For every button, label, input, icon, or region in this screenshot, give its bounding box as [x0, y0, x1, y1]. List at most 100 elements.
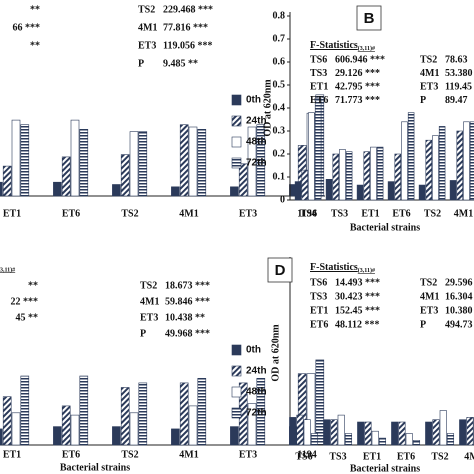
stats-value: 18.673 *** — [165, 280, 210, 291]
y-tick-label: 0.6 — [273, 56, 286, 67]
x-tick-label: 1194 — [297, 208, 316, 219]
stats-name: TS2 — [140, 280, 157, 291]
bar — [449, 180, 457, 201]
bar — [439, 410, 447, 446]
bar — [344, 433, 353, 446]
bar — [120, 154, 130, 197]
stats-fragment: 45 ** — [16, 312, 39, 323]
bar — [138, 382, 148, 446]
stats-name: P — [138, 58, 144, 69]
bar — [61, 156, 71, 197]
stats-name: TS6 — [310, 277, 327, 288]
bar — [364, 421, 372, 446]
x-tick-label: 4M1 — [454, 208, 473, 219]
bar — [197, 377, 207, 446]
stats-value: 606.946 *** — [335, 54, 385, 65]
stats-title-text: F-Statistics — [310, 262, 358, 273]
legend-text: 72th — [246, 408, 267, 419]
stats-name: 4M1 — [140, 296, 159, 307]
stats-title: F-Statistics(3,11)# — [310, 40, 375, 52]
stats-title: F-Statistics(3,11)# — [310, 262, 375, 274]
stats-value: 10.380 — [445, 305, 473, 316]
x-tick-label: TS2 — [121, 208, 138, 219]
legend-swatch — [231, 344, 242, 356]
y-axis-label: OD at 620nm — [270, 324, 281, 382]
bar — [179, 124, 189, 197]
legend-text: 0th — [246, 95, 261, 106]
bar — [0, 181, 3, 197]
x-axis-label: Bacterial strains — [350, 463, 420, 474]
bar — [356, 184, 364, 201]
stats-fragment: 66 *** — [13, 22, 41, 33]
stats-value: 10.438 ** — [165, 312, 205, 323]
bar — [371, 430, 379, 446]
legend-swatch — [231, 407, 242, 419]
stats-value: 29.126 *** — [335, 68, 380, 79]
stats-name: ET6 — [310, 319, 328, 330]
stats-value: 152.45 *** — [335, 305, 380, 316]
x-tick-label: TS3 — [331, 208, 348, 219]
bar — [188, 126, 198, 197]
legend-swatch — [231, 365, 242, 377]
x-tick-label: TS6 — [295, 451, 312, 462]
bar — [345, 151, 353, 201]
bar — [53, 426, 62, 446]
x-tick-label: 1194 — [297, 449, 316, 460]
y-tick-label: 0.3 — [273, 125, 286, 136]
bar — [197, 129, 207, 197]
y-tick-label: 0.5 — [273, 79, 286, 90]
x-tick-label: ET3 — [239, 208, 257, 219]
stats-value: 229.468 *** — [163, 4, 213, 15]
stats-value: 48.112 *** — [335, 319, 379, 330]
x-tick-label: TS2 — [424, 208, 441, 219]
stats-value: 77.816 *** — [163, 22, 208, 33]
legend-swatch — [231, 157, 242, 169]
bar — [256, 124, 266, 197]
panel-letter-box — [356, 5, 382, 31]
y-tick-label: 0.1 — [273, 171, 286, 182]
legend-text: 24th — [246, 116, 267, 127]
x-tick-label: ET1 — [363, 451, 381, 462]
x-axis-label: Bacterial strains — [60, 462, 130, 473]
bar — [230, 186, 239, 197]
bar — [315, 359, 325, 446]
bar — [363, 151, 370, 201]
stats-value: 119.45 — [445, 81, 472, 92]
bar — [70, 414, 80, 446]
bar — [2, 165, 12, 197]
bar — [112, 426, 121, 446]
bar — [11, 412, 21, 446]
bar — [446, 433, 455, 446]
panel-letter: D — [275, 262, 286, 279]
bar — [289, 417, 297, 446]
bar — [230, 426, 239, 446]
bar — [469, 121, 474, 201]
stats-name: TS2 — [420, 277, 437, 288]
panel-letter-box — [267, 257, 293, 283]
bar — [247, 403, 257, 446]
x-axis-label: Bacterial strains — [350, 222, 420, 233]
bar — [438, 126, 446, 201]
legend-swatch — [231, 94, 242, 106]
stats-value: 16.304 — [445, 291, 473, 302]
bar — [370, 146, 377, 201]
y-axis-label: OD at 620nm — [262, 79, 273, 137]
y-tick-label: 0.2 — [273, 148, 286, 159]
stats-value: 29.596 — [445, 277, 473, 288]
bar — [418, 184, 426, 201]
bar — [332, 153, 339, 201]
bar — [238, 163, 248, 197]
bar — [171, 186, 180, 197]
bar — [330, 419, 338, 446]
stats-name: ET3 — [138, 40, 156, 51]
bar — [256, 377, 266, 446]
y-tick-label: 0 — [280, 194, 285, 205]
legend-swatch — [231, 386, 242, 398]
bar — [376, 146, 384, 201]
bar — [339, 149, 346, 201]
stats-name: TS2 — [138, 4, 155, 15]
bar — [398, 421, 406, 446]
stats-name: 4M1 — [138, 22, 157, 33]
bar — [20, 124, 30, 197]
